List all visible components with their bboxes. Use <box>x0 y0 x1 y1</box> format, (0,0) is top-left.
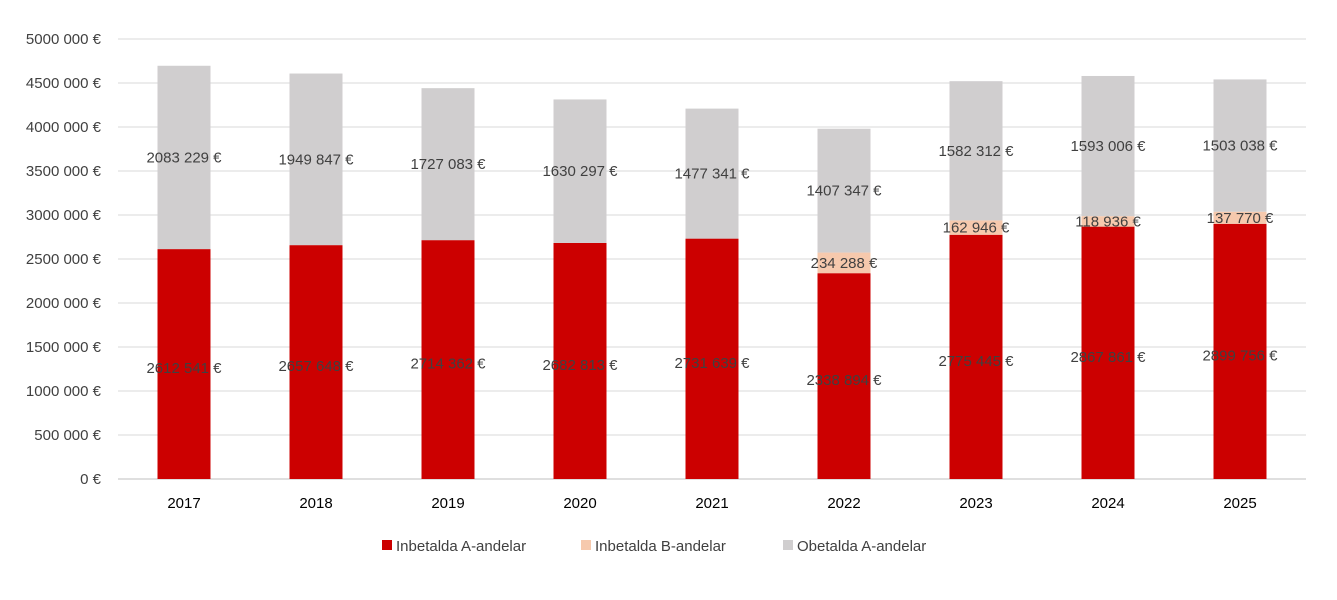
data-label: 1949 847 € <box>278 151 354 168</box>
data-label: 2338 894 € <box>806 372 882 389</box>
x-tick-label: 2021 <box>695 495 728 512</box>
data-label: 2731 639 € <box>674 355 750 372</box>
data-label: 2612 541 € <box>146 360 222 377</box>
x-tick-label: 2022 <box>827 495 860 512</box>
y-tick-label: 4500 000 € <box>26 75 102 92</box>
data-label: 2657 648 € <box>278 358 354 375</box>
x-tick-label: 2025 <box>1223 495 1256 512</box>
data-label: 137 770 € <box>1207 210 1274 227</box>
bar-segment <box>1081 216 1135 227</box>
legend-label: Inbetalda A-andelar <box>396 538 526 555</box>
data-label: 162 946 € <box>943 220 1010 237</box>
legend-label: Obetalda A-andelar <box>797 538 926 555</box>
bar-segment <box>1081 75 1135 217</box>
data-labels: 2612 541 € 2083 229 € 2657 648 € 1949 847 €… <box>146 138 1278 390</box>
bar-segment <box>421 88 475 241</box>
data-label: 2083 229 € <box>146 149 222 166</box>
data-label: 118 936 € <box>1075 213 1141 230</box>
legend-swatch <box>382 540 392 550</box>
bars <box>157 65 1267 479</box>
data-label: 1477 341 € <box>674 166 750 183</box>
legend-label: Inbetalda B-andelar <box>595 538 726 555</box>
x-tick-label: 2020 <box>563 495 596 512</box>
data-label: 2867 861 € <box>1070 349 1146 366</box>
bar-segment <box>421 240 475 479</box>
legend: Inbetalda A-andelar Inbetalda B-andelar Ob… <box>382 538 926 555</box>
bar-segment <box>289 73 343 246</box>
bar-segment <box>1213 79 1267 212</box>
x-tick-label: 2018 <box>299 495 332 512</box>
legend-swatch <box>783 540 793 550</box>
bar-segment <box>685 238 739 479</box>
y-tick-label: 0 € <box>80 471 102 488</box>
data-label: 1582 312 € <box>938 143 1014 160</box>
data-label: 2714 362 € <box>410 356 486 373</box>
bar-segment <box>1213 211 1267 224</box>
data-label: 2899 756 € <box>1202 347 1278 364</box>
y-tick-label: 2500 000 € <box>26 251 102 268</box>
x-tick-label: 2023 <box>959 495 992 512</box>
bar-segment <box>817 252 871 274</box>
bar-segment <box>1213 223 1267 479</box>
bar-segment <box>157 65 211 250</box>
bar-segment <box>817 273 871 479</box>
data-label: 234 288 € <box>811 255 878 272</box>
bar-segment <box>949 81 1003 221</box>
data-label: 1503 038 € <box>1202 138 1278 155</box>
data-label: 2775 445 € <box>938 353 1014 370</box>
y-axis: 0 € 500 000 € 1000 000 € 1500 000 € 2000 000… <box>26 31 102 488</box>
bar-segment <box>157 249 211 479</box>
bar-segment <box>1081 226 1135 479</box>
data-label: 1727 083 € <box>410 156 486 173</box>
x-axis: 2017 2018 2019 2020 2021 2022 2023 2024 2025 <box>167 495 1256 512</box>
data-label: 1407 347 € <box>806 183 882 200</box>
y-tick-label: 5000 000 € <box>26 31 102 48</box>
data-label: 2682 813 € <box>542 357 618 374</box>
x-tick-label: 2017 <box>167 495 200 512</box>
bar-segment <box>817 128 871 253</box>
legend-swatch <box>581 540 591 550</box>
bar-segment <box>553 99 607 243</box>
bar-segment <box>553 242 607 479</box>
x-tick-label: 2019 <box>431 495 464 512</box>
data-label: 1593 006 € <box>1070 138 1146 155</box>
y-tick-label: 1500 000 € <box>26 339 102 356</box>
y-tick-label: 2000 000 € <box>26 295 102 312</box>
y-tick-label: 3000 000 € <box>26 207 102 224</box>
bar-segment <box>685 108 739 239</box>
y-tick-label: 4000 000 € <box>26 119 102 136</box>
bar-segment <box>949 234 1003 479</box>
bar-segment <box>949 220 1003 235</box>
y-tick-label: 500 000 € <box>34 427 101 444</box>
y-tick-label: 3500 000 € <box>26 163 102 180</box>
y-tick-label: 1000 000 € <box>26 383 102 400</box>
data-label: 1630 297 € <box>542 163 618 180</box>
bar-segment <box>289 245 343 479</box>
x-tick-label: 2024 <box>1091 495 1124 512</box>
